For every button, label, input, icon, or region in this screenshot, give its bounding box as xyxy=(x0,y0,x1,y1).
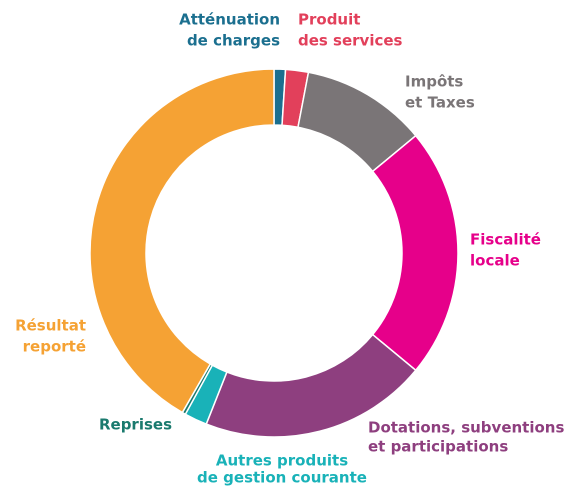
segment-label: Fiscalité xyxy=(470,231,541,249)
segment-label: Impôts xyxy=(405,73,463,91)
segment-label: et Taxes xyxy=(405,94,475,112)
segment-label: Reprises xyxy=(99,416,172,434)
segment-label: Produit xyxy=(298,11,360,29)
donut-segment xyxy=(89,68,275,414)
segment-label: reporté xyxy=(23,338,86,356)
segment-label: de gestion courante xyxy=(197,469,367,486)
segment-label: Résultat xyxy=(15,317,86,335)
donut-segment xyxy=(371,134,459,372)
segment-label: locale xyxy=(470,252,520,270)
segment-label: Dotations, subventions xyxy=(368,419,564,437)
segment-label: Atténuation xyxy=(179,11,280,29)
segment-label: des services xyxy=(298,32,403,50)
segment-label: et participations xyxy=(368,438,508,456)
segment-label: Autres produits xyxy=(216,452,348,470)
segment-label: de charges xyxy=(187,32,280,50)
